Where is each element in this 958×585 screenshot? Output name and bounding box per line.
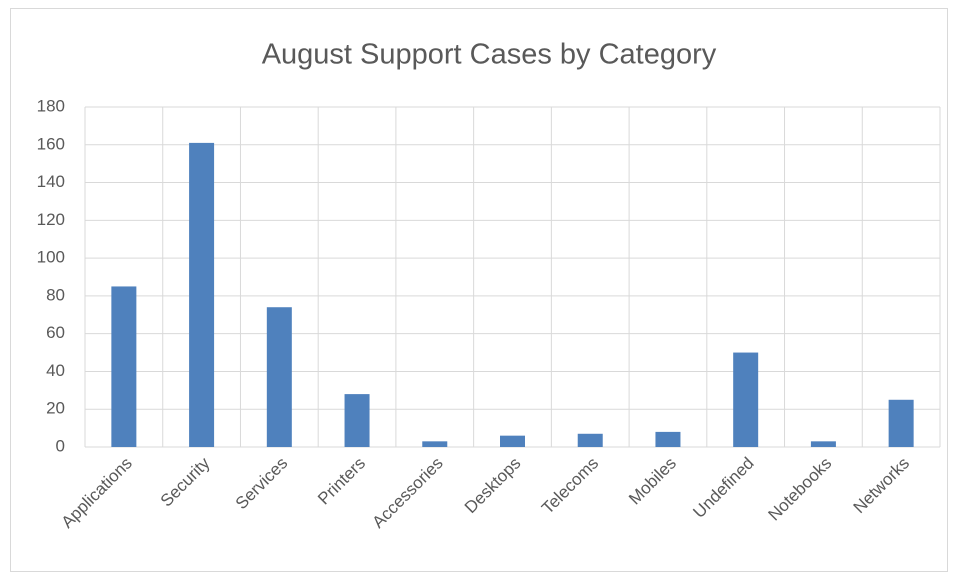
chart-title: August Support Cases by Category: [262, 39, 717, 71]
y-tick-label: 100: [37, 248, 65, 267]
bar: [810, 441, 836, 447]
y-tick-label: 160: [37, 134, 65, 153]
y-tick-label: 20: [46, 399, 65, 418]
y-tick-label: 120: [37, 210, 65, 229]
chart-border: [10, 8, 948, 572]
bar: [888, 399, 914, 447]
bar: [111, 286, 137, 447]
bar: [577, 433, 603, 447]
bar: [189, 142, 215, 447]
bar: [733, 352, 759, 447]
y-tick-label: 180: [37, 96, 65, 115]
y-tick-label: 140: [37, 172, 65, 191]
bar: [500, 435, 525, 447]
y-tick-label: 0: [56, 436, 65, 455]
bar: [655, 431, 681, 447]
bar: [422, 441, 448, 447]
bar: [266, 307, 292, 447]
y-tick-label: 40: [46, 361, 65, 380]
y-tick-label: 60: [46, 323, 65, 342]
y-tick-label: 80: [46, 285, 65, 304]
bar: [344, 394, 370, 447]
